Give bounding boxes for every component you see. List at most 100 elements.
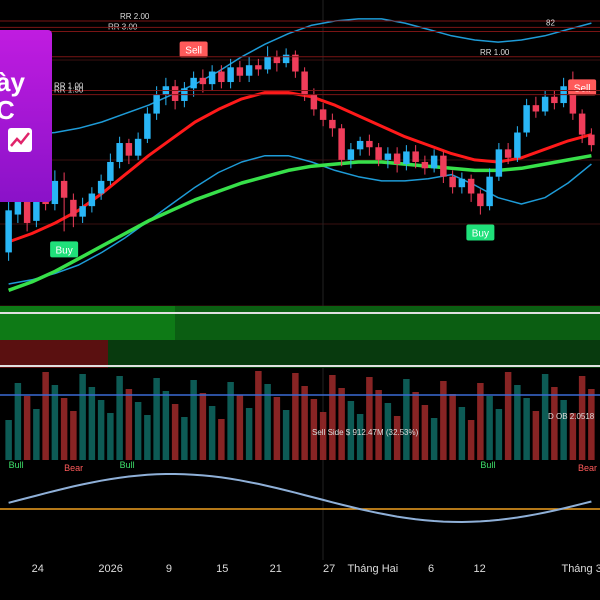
- x-tick-label: 15: [216, 563, 228, 575]
- candle-body: [384, 153, 392, 160]
- rr-level-label: RR 1.50: [54, 86, 84, 95]
- candle-body: [578, 113, 586, 135]
- candle-body: [467, 178, 475, 194]
- sell-signal-badge: [179, 41, 208, 58]
- candle-body: [171, 86, 179, 101]
- sell-signal-label: Sell: [574, 83, 591, 94]
- sell-side-label: Sell Side $ 912.47M (32.53%): [312, 428, 419, 437]
- candle-body: [190, 77, 197, 89]
- candle-body: [33, 191, 40, 221]
- candle-body: [245, 65, 253, 76]
- candle-body: [153, 94, 160, 114]
- candle-body: [227, 67, 234, 83]
- candle-body: [125, 143, 133, 156]
- bear-label: Bear: [64, 463, 83, 473]
- candle-body: [88, 193, 96, 207]
- volume-bar: [264, 384, 271, 460]
- volume-bar: [282, 410, 290, 460]
- candle-body: [199, 77, 207, 85]
- volume-bar: [227, 382, 234, 460]
- volume-bar: [486, 396, 493, 460]
- volume-bar: [338, 388, 345, 460]
- volume-bar: [255, 371, 262, 460]
- candle-body: [486, 176, 493, 207]
- candle-body: [514, 132, 521, 158]
- volume-profile-zone: [0, 306, 600, 368]
- buy-signal-badge: [466, 224, 495, 241]
- candle-body: [264, 56, 271, 70]
- volume-bar: [42, 372, 49, 460]
- volume-bar: [245, 408, 253, 460]
- candle-body: [523, 105, 530, 133]
- volume-bar: [329, 375, 336, 460]
- candle-body: [338, 128, 345, 160]
- chart-up-icon: [8, 128, 32, 152]
- candle-body: [134, 138, 142, 156]
- candle-body: [218, 71, 225, 83]
- promo-text: ày C: [0, 67, 25, 125]
- volume-bar: [134, 402, 142, 460]
- oscillator-line: [8, 473, 592, 524]
- candle-body: [366, 140, 373, 148]
- volume-bar: [5, 420, 12, 460]
- demand-zone-strong: [0, 306, 175, 342]
- volume-bar: [107, 413, 114, 460]
- candle-body: [458, 178, 466, 188]
- volume-bar: [60, 398, 68, 460]
- candle-body: [144, 113, 151, 139]
- candle-body: [107, 161, 114, 181]
- volume-bar: [467, 420, 475, 460]
- candle-body: [282, 54, 290, 64]
- candle-body: [329, 119, 336, 129]
- candle-body: [477, 193, 484, 207]
- x-tick-label: 2026: [98, 563, 122, 575]
- volume-bar: [366, 377, 373, 460]
- volume-bar: [162, 391, 170, 460]
- x-tick-label: 12: [474, 563, 486, 575]
- volume-bar: [181, 417, 188, 460]
- bear-label: Bear: [578, 463, 597, 473]
- candle-body: [551, 96, 558, 104]
- volume-bar: [356, 414, 364, 460]
- candle-body: [236, 67, 244, 76]
- buy-signal-badge: [50, 241, 79, 258]
- volume-bar: [218, 419, 225, 460]
- candle-body: [356, 140, 364, 150]
- volume-bar: [495, 409, 503, 460]
- volume-bar: [236, 395, 244, 460]
- order-block-label: D OB 2.0518: [548, 412, 595, 421]
- volume-bar: [199, 393, 207, 460]
- candle-body: [310, 94, 318, 110]
- volume-bar: [347, 401, 355, 460]
- candle-body: [532, 105, 540, 112]
- volume-bar: [88, 387, 96, 460]
- volume-bar: [153, 378, 160, 460]
- volume-bar: [190, 380, 197, 460]
- candle-body: [319, 109, 327, 120]
- candle-body: [5, 210, 12, 253]
- volume-bar: [301, 386, 308, 460]
- volume-bar: [393, 416, 401, 460]
- candle-body: [421, 161, 429, 169]
- candle-body: [23, 197, 31, 223]
- buy-signal-label: Buy: [472, 229, 489, 240]
- bollinger-lower-line: [8, 154, 592, 285]
- candle-body: [70, 199, 77, 217]
- candle-body: [440, 155, 447, 177]
- volume-bar: [440, 381, 447, 460]
- volume-panel: Sell Side $ 912.47M (32.53%) D OB 2.0518: [0, 371, 600, 460]
- volume-bar: [144, 415, 151, 460]
- bull-label: Bull: [9, 460, 24, 470]
- rr-level-label: RR 2.00: [120, 12, 150, 21]
- promo-banner[interactable]: ày C: [0, 30, 52, 202]
- volume-bar: [171, 404, 179, 460]
- candle-body: [541, 96, 549, 112]
- candle-body: [208, 71, 216, 85]
- volume-bar: [384, 403, 392, 460]
- volume-bar: [70, 411, 77, 460]
- rr-level-label: RR 1.00: [54, 81, 84, 90]
- volume-bar: [273, 397, 281, 460]
- volume-bar: [430, 418, 438, 460]
- volume-bar: [79, 374, 86, 460]
